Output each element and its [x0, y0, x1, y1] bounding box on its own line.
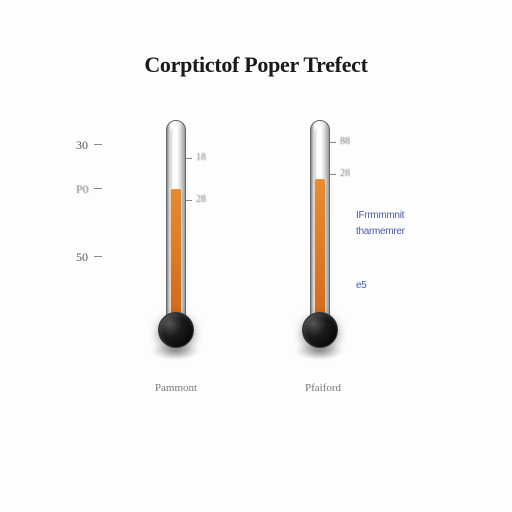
thermo-bulb — [302, 312, 338, 348]
right-label-2: e5 — [356, 280, 367, 291]
caption-right: Pfaiford — [288, 382, 358, 394]
thermo1-tick-0: 18 — [196, 152, 206, 163]
right-label-0: IFrrmmmnit — [356, 210, 404, 221]
thermo2-tick-0: 88 — [340, 136, 350, 147]
axis-label-1: P0 — [76, 182, 89, 197]
thermo-fill — [315, 179, 325, 317]
axis-label-0: 30 — [76, 138, 88, 153]
right-label-1: tharmemrer — [356, 226, 405, 237]
tick — [94, 144, 102, 145]
tick — [94, 256, 102, 257]
chart-area: 30 P0 50 18 28 Pammont 88 28 Pfaiford IF… — [0, 120, 512, 450]
thermo1-tick-1: 28 — [196, 194, 206, 205]
tick — [330, 142, 336, 143]
tick — [330, 174, 336, 175]
tick — [186, 158, 192, 159]
thermo-tube — [310, 120, 330, 318]
caption-left: Pammont — [138, 382, 214, 394]
chart-title: Corptictof Poper Trefect — [144, 52, 367, 78]
thermo-bulb — [158, 312, 194, 348]
tick — [186, 200, 192, 201]
axis-label-2: 50 — [76, 250, 88, 265]
thermo2-tick-1: 28 — [340, 168, 350, 179]
tick — [94, 188, 102, 189]
thermo-fill — [171, 189, 181, 317]
thermo-tube — [166, 120, 186, 318]
